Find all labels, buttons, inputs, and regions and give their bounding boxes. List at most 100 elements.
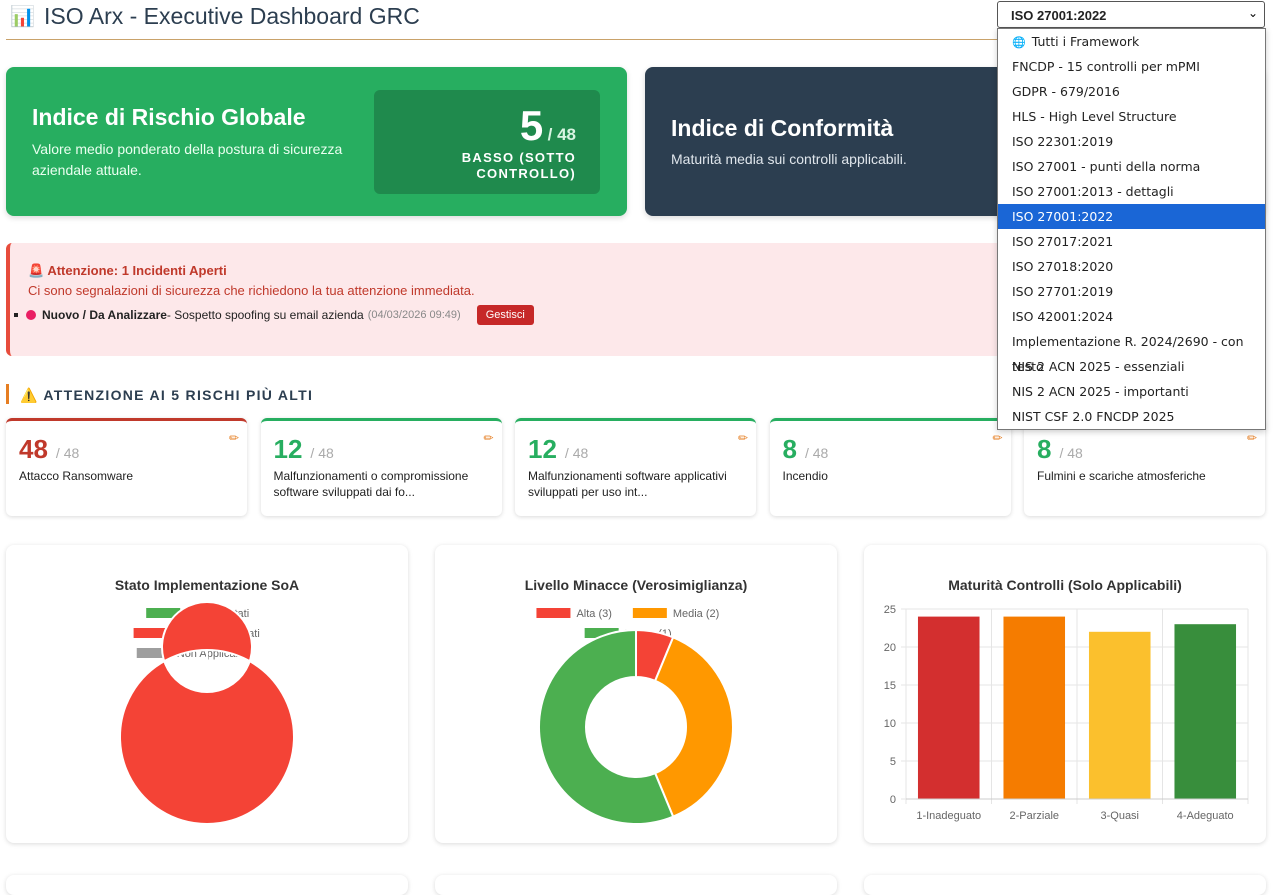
card-title: Indice di Rischio Globale	[32, 104, 306, 130]
donut-slice	[119, 601, 295, 825]
legend-swatch	[133, 628, 168, 638]
selected-value: ISO 27001:2022	[1011, 8, 1107, 23]
bar	[1174, 624, 1237, 799]
risk-score: 8	[782, 434, 797, 464]
y-tick-label: 20	[884, 642, 896, 654]
donut-slice	[653, 636, 734, 818]
dropdown-option[interactable]: ISO 42001:2024	[998, 304, 1265, 329]
risk-name: Fulmini e scariche atmosferiche	[1037, 469, 1206, 483]
risk-name: Malfunzionamenti software applicativi sv…	[528, 469, 727, 499]
risk-max: / 48	[1059, 445, 1083, 461]
legend-swatch	[136, 648, 171, 658]
status-dot	[26, 310, 36, 320]
dropdown-option[interactable]: ISO 27018:2020	[998, 254, 1265, 279]
risk-score-row: 8 / 48	[1037, 434, 1083, 465]
edit-icon[interactable]: ✏	[483, 431, 494, 445]
dropdown-option[interactable]: 🌐 Tutti i Framework	[998, 29, 1265, 54]
risk-card: 48 / 48 Attacco Ransomware ✏	[6, 418, 247, 516]
alert-title: Attenzione: 1 Incidenti Aperti	[47, 263, 227, 278]
bullet	[14, 313, 18, 317]
option-label: GDPR - 679/2016	[1012, 84, 1120, 99]
dropdown-option[interactable]: NIS 2 ACN 2025 - importanti	[998, 379, 1265, 404]
incident-description: - Sospetto spoofing su email azienda	[166, 308, 364, 322]
panel	[864, 875, 1266, 895]
option-label: NIS 2 ACN 2025 - essenziali	[1012, 359, 1185, 374]
dropdown-option[interactable]: HLS - High Level Structure	[998, 104, 1265, 129]
risk-score: 12	[273, 434, 303, 464]
risk-max: / 48	[564, 445, 589, 461]
risk-max: / 48	[310, 445, 334, 461]
chart: Stato Implementazione SoAImplementatiNon…	[115, 577, 299, 825]
divider	[6, 39, 998, 40]
risk-index-card: Indice di Rischio Globale Valore medio p…	[6, 67, 627, 216]
edit-icon[interactable]: ✏	[1246, 431, 1257, 445]
chart-panel: Maturità Controlli (Solo Applicabili) 0 5 1…	[864, 545, 1266, 843]
risk-card: 12 / 48 Malfunzionamenti o compromissione …	[260, 418, 502, 516]
dropdown-option[interactable]: ISO 27017:2021	[998, 229, 1265, 254]
edit-icon[interactable]: ✏	[992, 431, 1003, 445]
score: 5	[519, 102, 544, 149]
y-tick-label: 10	[884, 718, 896, 730]
bar	[1003, 616, 1066, 799]
risk-card: 8 / 48 Fulmini e scariche atmosferiche ✏	[1024, 418, 1265, 516]
framework-select[interactable]: ISO 27001:2022 ⌄	[997, 1, 1265, 28]
option-label: Implementazione R. 2024/2690 - con testo	[1012, 334, 1244, 374]
section-bar	[6, 384, 9, 404]
dropdown-option[interactable]: GDPR - 679/2016	[998, 79, 1265, 104]
x-tick-label: 3-Quasi	[1100, 810, 1139, 822]
legend-label: Media (2)	[673, 608, 719, 620]
chart-panel: Livello Minacce (Verosimiglianza) Alta (3…	[435, 545, 837, 843]
chart-title: Maturità Controlli (Solo Applicabili)	[948, 577, 1182, 593]
panel	[6, 875, 408, 895]
risk-card: 8 / 48 Incendio ✏	[769, 418, 1011, 516]
edit-icon[interactable]: ✏	[228, 431, 239, 445]
dropdown-option[interactable]: ISO 27001:2022	[998, 204, 1265, 229]
dropdown-option[interactable]: Implementazione R. 2024/2690 - con testo	[998, 329, 1265, 374]
y-tick-label: 5	[890, 756, 896, 768]
y-tick-label: 0	[890, 794, 896, 806]
icon: 📊	[10, 6, 35, 28]
chart-panel: Stato Implementazione SoAImplementatiNon…	[6, 545, 408, 843]
manage-button[interactable]: Gestisci	[476, 305, 534, 325]
edit-icon[interactable]: ✏	[737, 431, 748, 445]
risk-score-row: 48 / 48	[19, 434, 79, 465]
legend-swatch	[584, 628, 619, 638]
incident-list: Nuovo / Da Analizzare - Sospetto spoofin…	[14, 305, 534, 325]
incident-date: (04/03/2026 09:49)	[367, 309, 461, 321]
card-subtitle: Maturità media sui controlli applicabili…	[671, 151, 907, 167]
option-label: ISO 22301:2019	[1012, 134, 1114, 149]
bar	[1088, 631, 1151, 799]
option-label: NIST CSF 2.0 FNCDP 2025	[1012, 409, 1175, 424]
score-box: 5 / 48 BASSO (SOTTO CONTROLLO)	[374, 90, 600, 194]
dropdown-list: 🌐 Tutti i Framework FNCDP - 15 controlli p…	[997, 28, 1266, 430]
option-label: ISO 42001:2024	[1012, 309, 1114, 324]
risk-name: Malfunzionamenti o compromissione softwa…	[273, 469, 469, 499]
risk-score-row: 12 / 48	[274, 434, 334, 465]
option-label: NIS 2 ACN 2025 - importanti	[1012, 384, 1189, 399]
score-max: / 48	[547, 125, 576, 144]
risk-name: Attacco Ransomware	[19, 469, 134, 483]
dropdown-option[interactable]: ISO 27001:2013 - dettagli	[998, 179, 1265, 204]
x-tick-label: 1-Inadeguato	[916, 810, 981, 822]
incident-item: Nuovo / Da Analizzare - Sospetto spoofin…	[14, 305, 534, 325]
dropdown-option[interactable]: NIS 2 ACN 2025 - essenziali	[998, 354, 1265, 379]
chart-title: Livello Minacce (Verosimiglianza)	[525, 577, 748, 593]
dropdown-option[interactable]: ISO 27001 - punti della norma	[998, 154, 1265, 179]
caret: ⌄	[1247, 6, 1258, 20]
card-title: Indice di Conformità	[671, 115, 894, 141]
risk-name: Incendio	[782, 469, 828, 483]
legend-swatch	[536, 608, 571, 618]
dropdown-option[interactable]: ISO 27701:2019	[998, 279, 1265, 304]
option-label: FNCDP - 15 controlli per mPMI	[1012, 59, 1200, 74]
legend-swatch	[146, 608, 181, 618]
dropdown-option[interactable]: ISO 22301:2019	[998, 129, 1265, 154]
option-label: ISO 27001 - punti della norma	[1012, 159, 1201, 174]
option-label: ISO 27001:2013 - dettagli	[1012, 184, 1174, 199]
chart: Maturità Controlli (Solo Applicabili) 0 5 1…	[884, 577, 1249, 822]
risk-score: 12	[528, 434, 557, 464]
dropdown-option[interactable]: NIST CSF 2.0 FNCDP 2025	[998, 404, 1265, 429]
risk-level: BASSO (SOTTO CONTROLLO)	[461, 150, 576, 181]
risk-score-row: 12 / 48	[528, 434, 588, 465]
y-tick-label: 15	[884, 680, 896, 692]
dropdown-option[interactable]: FNCDP - 15 controlli per mPMI	[998, 54, 1265, 79]
